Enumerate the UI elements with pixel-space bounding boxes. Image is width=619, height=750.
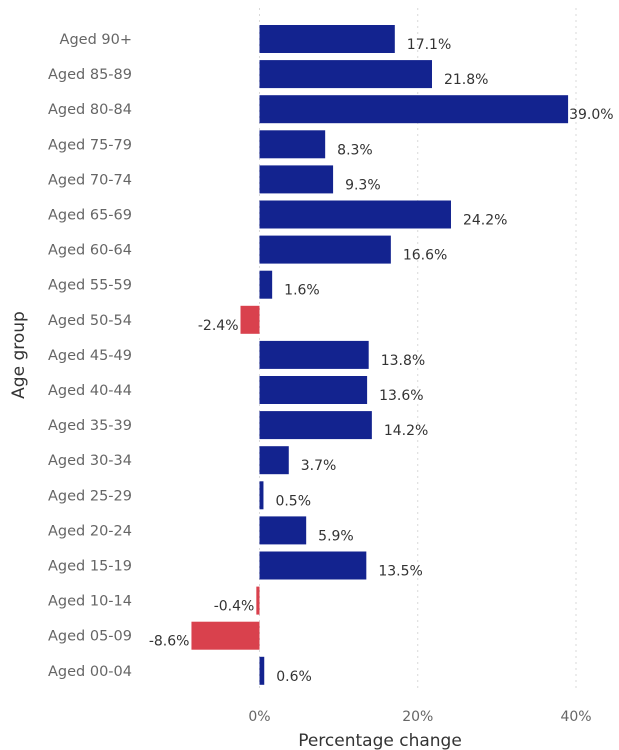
bar-3[interactable] — [259, 130, 326, 159]
bar-11[interactable] — [259, 411, 372, 440]
bar-15[interactable] — [259, 551, 367, 580]
bar-17[interactable] — [191, 621, 260, 650]
data-label-16: -0.4% — [214, 599, 255, 615]
x-axis-label: Percentage change — [298, 731, 462, 750]
category-label-3: Aged 75-79 — [48, 137, 132, 153]
category-label-18: Aged 00-04 — [48, 664, 132, 680]
category-labels: Aged 90+ Aged 85-89 Aged 80-84 Aged 75-79 Ag… — [48, 32, 132, 680]
data-label-6: 16.6% — [403, 248, 447, 264]
data-label-0: 17.1% — [407, 37, 451, 53]
bars — [191, 25, 569, 685]
category-label-5: Aged 65-69 — [48, 208, 132, 224]
y-axis-label: Age group — [9, 311, 29, 399]
category-label-8: Aged 50-54 — [48, 313, 132, 329]
x-tick-label-1: 20% — [402, 709, 433, 725]
bar-2[interactable] — [259, 95, 569, 124]
x-tick-labels: 0% 20% 40% — [248, 709, 591, 725]
data-label-5: 24.2% — [463, 213, 507, 229]
category-label-14: Aged 20-24 — [48, 523, 132, 539]
bar-7[interactable] — [259, 270, 273, 299]
data-label-8: -2.4% — [198, 318, 239, 334]
data-label-11: 14.2% — [384, 423, 428, 439]
x-tick-label-0: 0% — [248, 709, 270, 725]
category-label-15: Aged 15-19 — [48, 559, 132, 575]
bar-18[interactable] — [259, 656, 265, 685]
bar-16[interactable] — [256, 586, 260, 615]
category-label-1: Aged 85-89 — [48, 67, 132, 83]
data-label-3: 8.3% — [337, 142, 373, 158]
bar-5[interactable] — [259, 200, 451, 229]
data-label-18: 0.6% — [276, 669, 312, 685]
category-label-11: Aged 35-39 — [48, 418, 132, 434]
category-label-16: Aged 10-14 — [48, 594, 132, 610]
category-label-17: Aged 05-09 — [48, 629, 132, 645]
data-label-7: 1.6% — [284, 283, 320, 299]
data-label-2: 39.0% — [569, 107, 613, 123]
bar-8[interactable] — [240, 305, 260, 334]
category-label-4: Aged 70-74 — [48, 172, 132, 188]
bar-10[interactable] — [259, 376, 368, 404]
category-label-2: Aged 80-84 — [48, 102, 132, 118]
data-label-12: 3.7% — [301, 458, 337, 474]
category-label-13: Aged 25-29 — [48, 488, 132, 504]
data-label-4: 9.3% — [345, 177, 381, 193]
data-label-1: 21.8% — [444, 72, 488, 88]
bar-1[interactable] — [259, 60, 432, 89]
bar-4[interactable] — [259, 165, 334, 194]
category-label-7: Aged 55-59 — [48, 278, 132, 294]
category-label-10: Aged 40-44 — [48, 383, 132, 399]
data-label-14: 5.9% — [318, 528, 354, 544]
x-tick-label-2: 40% — [560, 709, 591, 725]
bar-14[interactable] — [259, 516, 307, 545]
category-label-0: Aged 90+ — [60, 32, 132, 48]
bar-6[interactable] — [259, 235, 391, 264]
category-label-9: Aged 45-49 — [48, 348, 132, 364]
data-label-15: 13.5% — [378, 564, 422, 580]
bar-13[interactable] — [259, 481, 264, 510]
bar-0[interactable] — [259, 25, 395, 53]
category-label-6: Aged 60-64 — [48, 243, 132, 259]
category-label-12: Aged 30-34 — [48, 453, 132, 469]
data-label-17: -8.6% — [149, 634, 190, 650]
bar-9[interactable] — [259, 340, 369, 369]
data-label-13: 0.5% — [275, 493, 311, 509]
data-labels: 17.1% 21.8% 39.0% 8.3% 9.3% 24.2% 16.6% 1.6% -2.… — [149, 37, 614, 685]
bar-12[interactable] — [259, 446, 289, 475]
data-label-10: 13.6% — [379, 388, 423, 404]
data-label-9: 13.8% — [381, 353, 425, 369]
